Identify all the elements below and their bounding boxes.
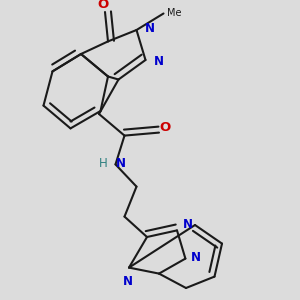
Text: O: O (98, 0, 109, 11)
Text: H: H (98, 157, 107, 170)
Text: N: N (145, 22, 155, 35)
Text: N: N (182, 218, 192, 232)
Text: Me: Me (167, 8, 181, 19)
Text: O: O (159, 121, 171, 134)
Text: N: N (154, 55, 164, 68)
Text: N: N (116, 157, 125, 170)
Text: N: N (191, 250, 201, 264)
Text: N: N (122, 275, 133, 288)
